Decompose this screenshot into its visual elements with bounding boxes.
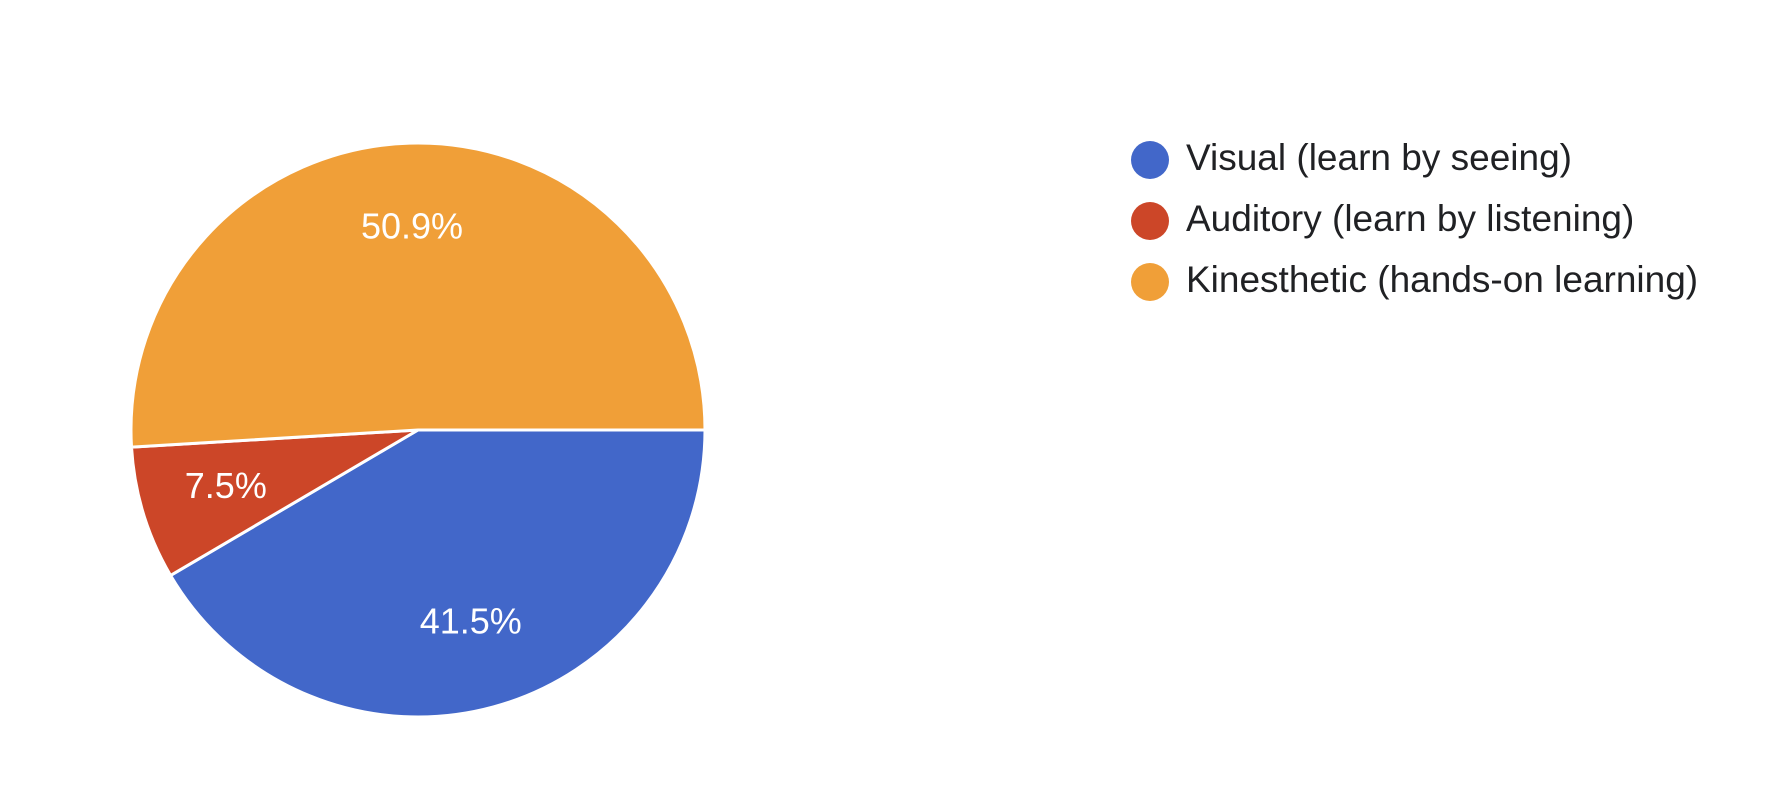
legend-label: Visual (learn by seeing) [1186, 137, 1572, 178]
legend-swatch [1131, 263, 1169, 301]
legend-label: Auditory (learn by listening) [1186, 198, 1634, 239]
legend-swatch [1131, 202, 1169, 240]
pie-slice [129, 141, 707, 449]
slice-label: 50.9% [361, 206, 463, 247]
pie-slice [168, 428, 707, 719]
legend-label: Kinesthetic (hands-on learning) [1186, 259, 1698, 300]
pie-slice [129, 428, 419, 578]
slice-label: 7.5% [185, 465, 267, 506]
legend-swatch [1131, 141, 1169, 179]
slice-label: 41.5% [420, 600, 522, 641]
